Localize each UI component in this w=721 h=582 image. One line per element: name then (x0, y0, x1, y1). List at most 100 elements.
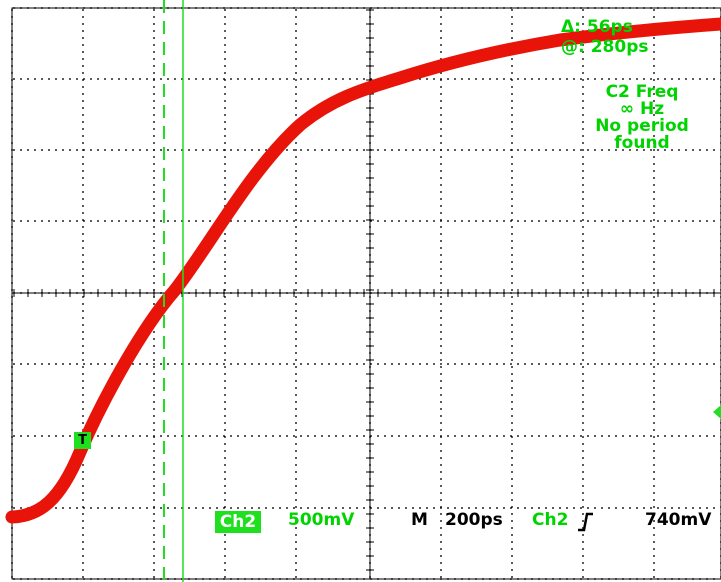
grid-dot (440, 16, 442, 18)
grid-dot (118, 507, 120, 509)
grid-dot (447, 7, 449, 9)
grid-dot (295, 408, 297, 410)
grid-dot (671, 507, 673, 509)
grid-dot (531, 7, 533, 9)
grid-dot (440, 156, 442, 158)
grid-dot (224, 191, 226, 193)
grid-dot (511, 247, 513, 249)
grid-dot (440, 121, 442, 123)
grid-dot (125, 507, 127, 509)
grid-dot (629, 435, 631, 437)
grid-dot (664, 435, 666, 437)
grid-dot (90, 78, 92, 80)
grid-dot (328, 435, 330, 437)
grid-dot (82, 44, 84, 46)
grid-dot (223, 363, 225, 365)
grid-dot (153, 135, 155, 137)
grid-dot (223, 78, 225, 80)
grid-dot (511, 303, 513, 305)
grid-dot (468, 578, 470, 580)
grid-dot (582, 177, 584, 179)
grid-dot (685, 78, 687, 80)
grid-dot (653, 345, 655, 347)
grid-dot (224, 506, 226, 508)
grid-dot (251, 507, 253, 509)
grid-dot (496, 363, 498, 365)
grid-dot (440, 513, 442, 515)
grid-dot (573, 7, 575, 9)
grid-dot (181, 435, 183, 437)
grid-dot (454, 578, 456, 580)
grid-dot (461, 78, 463, 80)
grid-dot (699, 435, 701, 437)
grid-dot (62, 363, 64, 365)
grid-dot (82, 128, 84, 130)
grid-dot (11, 436, 13, 438)
grid-dot (48, 435, 50, 437)
grid-dot (653, 436, 655, 438)
grid-dot (146, 7, 148, 9)
grid-dot (314, 149, 316, 151)
grid-dot (622, 435, 624, 437)
grid-dot (653, 555, 655, 557)
grid-dot (11, 37, 13, 39)
grid-dot (653, 303, 655, 305)
grid-dot (538, 78, 540, 80)
grid-dot (653, 240, 655, 242)
grid-dot (653, 156, 655, 158)
grid-dot (69, 578, 71, 580)
grid-dot (475, 363, 477, 365)
grid-dot (671, 220, 673, 222)
grid-dot (468, 7, 470, 9)
grid-dot (153, 401, 155, 403)
grid-dot (314, 363, 316, 365)
grid-dot (440, 275, 442, 277)
grid-dot (328, 507, 330, 509)
grid-dot (622, 220, 624, 222)
grid-dot (295, 219, 297, 221)
grid-dot (511, 450, 513, 452)
grid-dot (216, 435, 218, 437)
trigger-level-readout: 740mV (645, 510, 712, 530)
grid-dot (653, 44, 655, 46)
grid-dot (587, 220, 589, 222)
grid-dot (706, 507, 708, 509)
grid-dot (653, 121, 655, 123)
grid-dot (511, 212, 513, 214)
grid-dot (653, 170, 655, 172)
grid-dot (653, 226, 655, 228)
grid-dot (224, 72, 226, 74)
grid-dot (13, 507, 15, 509)
grid-dot (531, 578, 533, 580)
grid-dot (629, 78, 631, 80)
grid-dot (224, 65, 226, 67)
grid-dot (377, 149, 379, 151)
grid-dot (461, 7, 463, 9)
grid-dot (104, 578, 106, 580)
grid-dot (153, 65, 155, 67)
grid-dot (582, 191, 584, 193)
grid-dot (482, 578, 484, 580)
grid-dot (511, 226, 513, 228)
grid-dot (384, 363, 386, 365)
grid-dot (582, 387, 584, 389)
grid-dot (237, 7, 239, 9)
grid-dot (237, 220, 239, 222)
grid-dot (209, 578, 211, 580)
grid-dot (118, 78, 120, 80)
grid-dot (160, 149, 162, 151)
grid-dot (653, 149, 655, 151)
grid-dot (224, 422, 226, 424)
grid-dot (440, 443, 442, 445)
trigger-level-arrow-icon[interactable] (713, 405, 721, 419)
grid-dot (11, 345, 13, 347)
grid-dot (224, 317, 226, 319)
grid-dot (295, 156, 297, 158)
grid-dot (559, 7, 561, 9)
grid-dot (440, 289, 442, 291)
grid-dot (295, 380, 297, 382)
grid-dot (653, 261, 655, 263)
grid-dot (307, 507, 309, 509)
grid-dot (11, 562, 13, 564)
grid-dot (552, 149, 554, 151)
